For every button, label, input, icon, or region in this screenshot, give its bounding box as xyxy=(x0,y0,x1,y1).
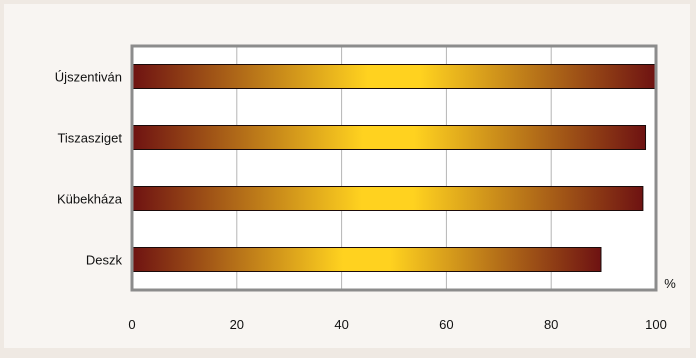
x-tick-label: 60 xyxy=(439,317,453,332)
x-tick-label: 0 xyxy=(128,317,135,332)
x-tick-label: 20 xyxy=(230,317,244,332)
bar xyxy=(131,125,647,150)
category-label: Tiszasziget xyxy=(57,131,122,146)
bar xyxy=(131,247,602,272)
unit-label: % xyxy=(664,276,676,291)
bar-chart: Újszentiván Tiszasziget Kübekháza Deszk 0 20… xyxy=(55,44,676,332)
x-tick-label: 100 xyxy=(645,317,667,332)
bars xyxy=(131,64,657,272)
category-label: Deszk xyxy=(86,253,123,268)
x-tick-labels: 0 20 40 60 80 100 xyxy=(128,317,666,332)
x-tick-label: 40 xyxy=(334,317,348,332)
category-label: Kübekháza xyxy=(57,192,123,207)
x-tick-label: 80 xyxy=(544,317,558,332)
plot-frame xyxy=(130,44,658,292)
bar xyxy=(131,186,644,211)
category-label: Újszentiván xyxy=(55,70,122,85)
bar xyxy=(131,64,657,89)
category-labels: Újszentiván Tiszasziget Kübekháza Deszk xyxy=(55,70,123,268)
chart-panel: Újszentiván Tiszasziget Kübekháza Deszk 0 20… xyxy=(4,4,690,348)
